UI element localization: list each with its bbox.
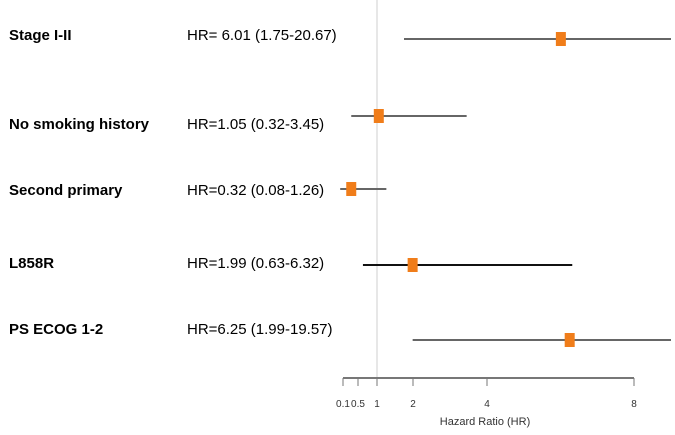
x-tick-label-3: 2 [410,399,416,410]
hr-marker-2 [346,182,357,196]
row-label-3: L858R [9,255,55,272]
hr-marker-0 [555,32,566,46]
row-hr-1: HR=1.05 (0.32-3.45) [187,116,325,133]
x-tick-label-0: 0.1 [336,399,350,410]
x-tick-label-1: 0.5 [351,399,365,410]
hr-marker-1 [373,109,384,123]
row-hr-4: HR=6.25 (1.99-19.57) [187,321,333,338]
row-label-1: No smoking history [9,116,150,133]
row-hr-2: HR=0.32 (0.08-1.26) [187,182,325,199]
x-axis-title: Hazard Ratio (HR) [440,416,530,428]
row-hr-3: HR=1.99 (0.63-6.32) [187,255,325,272]
hr-marker-4 [564,333,575,347]
hr-marker-3 [407,258,418,272]
x-tick-label-2: 1 [374,399,380,410]
row-label-4: PS ECOG 1-2 [9,321,104,338]
row-hr-0: HR= 6.01 (1.75-20.67) [187,27,337,44]
row-label-2: Second primary [9,182,123,199]
x-tick-label-5: 8 [631,399,637,410]
row-label-0: Stage I-II [9,27,72,44]
x-tick-label-4: 4 [484,399,490,410]
